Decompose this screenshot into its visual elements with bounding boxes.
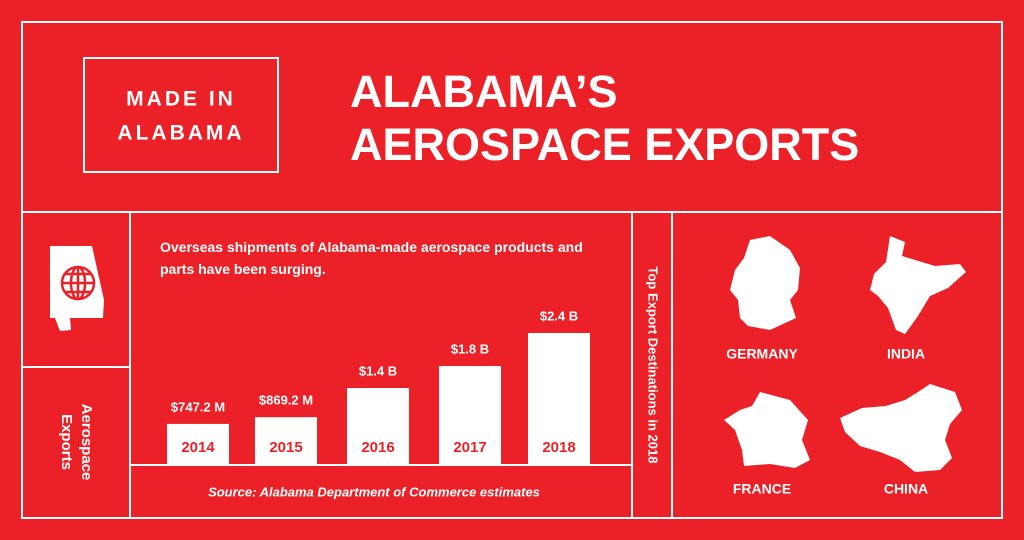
category-label: 2018 <box>542 439 575 456</box>
bar <box>167 423 229 465</box>
value-label: $869.2 M <box>259 393 313 408</box>
outer-frame <box>21 21 1003 519</box>
bar <box>528 333 590 465</box>
bar <box>255 417 317 465</box>
badge-box <box>83 57 279 173</box>
title: ALABAMA’S <box>350 66 618 117</box>
bar <box>439 366 501 465</box>
value-label: $2.4 B <box>540 308 578 323</box>
india-shape <box>870 236 966 334</box>
side-label: Exports <box>58 414 75 470</box>
subtitle: Overseas shipments of Alabama-made aeros… <box>160 239 583 277</box>
category-label: 2015 <box>269 439 302 456</box>
country-label: GERMANY <box>726 346 798 362</box>
source: Source: Alabama Department of Commerce e… <box>208 484 540 499</box>
badge-text: MADE IN <box>126 88 236 111</box>
category-label: 2016 <box>361 439 394 456</box>
value-label: $1.4 B <box>359 363 397 378</box>
country-label: CHINA <box>884 481 928 497</box>
country-label: FRANCE <box>733 481 791 497</box>
category-label: 2017 <box>453 439 486 456</box>
france-shape <box>724 392 810 468</box>
country-label: INDIA <box>887 346 925 362</box>
title: AEROSPACE EXPORTS <box>350 119 859 170</box>
destinations-title: Top Export Destinations in 2018 <box>646 267 661 464</box>
side-label: Aerospace <box>78 404 95 481</box>
germany-shape <box>730 236 800 330</box>
globe-icon <box>60 265 96 301</box>
category-label: 2014 <box>181 439 215 456</box>
bar <box>347 388 409 465</box>
china-shape <box>840 384 962 472</box>
value-label: $747.2 M <box>171 399 225 414</box>
badge-text: ALABAMA <box>117 122 244 145</box>
value-label: $1.8 B <box>451 341 489 356</box>
